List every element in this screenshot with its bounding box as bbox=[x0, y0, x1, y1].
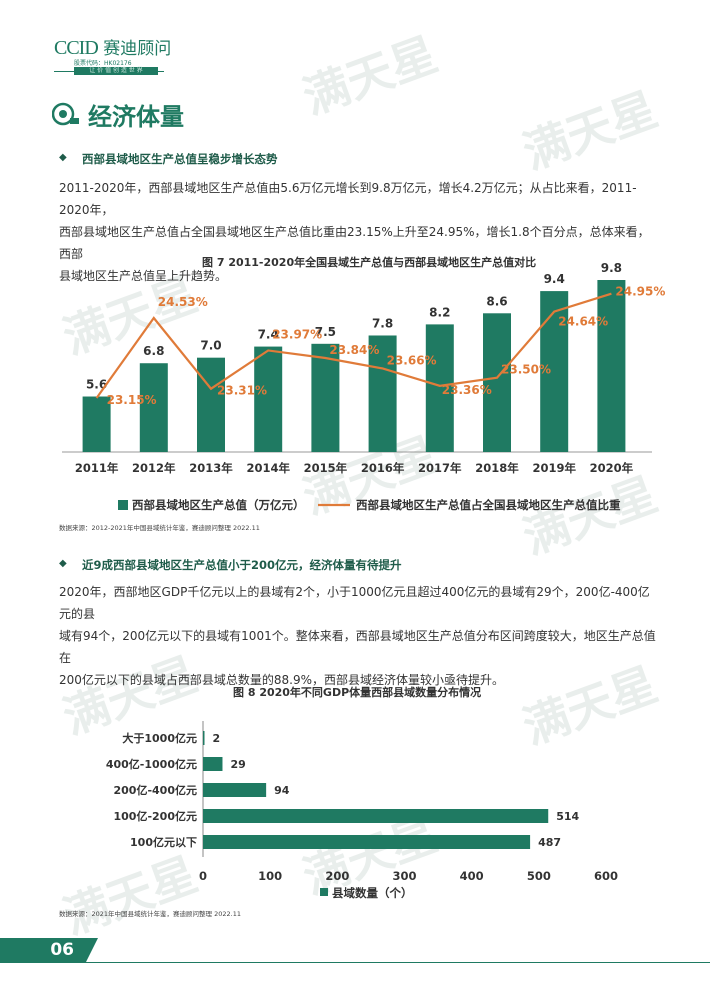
legend-swatch-bar bbox=[320, 888, 328, 896]
line-value-label: 23.31% bbox=[217, 384, 267, 398]
stock-code: 股票代码：HK02176 bbox=[74, 60, 132, 67]
line-value-label: 23.97% bbox=[272, 327, 322, 341]
x-tick-label: 200 bbox=[325, 869, 349, 883]
bar-value-label: 29 bbox=[230, 758, 245, 771]
x-tick-label: 2011年 bbox=[75, 461, 119, 475]
x-tick-label: 2012年 bbox=[132, 461, 176, 475]
gdp-combo-chart: 5.6 2011年 6.8 2012年 7.0 2013年 7.4 2014年 7.5 2015年… bbox=[62, 262, 665, 512]
bar-value-label: 7.8 bbox=[372, 316, 393, 330]
x-tick-label: 2016年 bbox=[361, 461, 405, 475]
section-icon bbox=[52, 102, 79, 126]
x-tick-label: 300 bbox=[392, 869, 416, 883]
x-tick-label: 0 bbox=[199, 869, 207, 883]
bar bbox=[311, 343, 340, 452]
bar-value-label: 8.6 bbox=[486, 294, 507, 308]
paragraph-line: 2011-2020年，西部县域地区生产总值由5.6万亿元增长到9.8万亿元，增长… bbox=[59, 181, 637, 217]
x-tick-label: 2014年 bbox=[246, 461, 290, 475]
y-tick-label: 400亿-1000亿元 bbox=[106, 757, 197, 771]
bar bbox=[203, 835, 531, 849]
watermark: 满天星 bbox=[515, 81, 665, 180]
bar-value-label: 487 bbox=[538, 836, 561, 849]
bar-value-label: 7.5 bbox=[315, 325, 336, 339]
bar bbox=[203, 783, 267, 797]
county-count-bar-chart: 大于1000亿元 2 400亿-1000亿元 29 200亿-400亿元 94 100亿-2… bbox=[106, 721, 618, 900]
x-tick-label: 100 bbox=[258, 869, 282, 883]
diamond-bullet-icon: ◆ bbox=[59, 152, 67, 163]
page-number-tab bbox=[86, 938, 98, 962]
paragraph-line: 西部县域地区生产总值占全国县域地区生产总值比重由23.15%上升至24.95%，… bbox=[59, 225, 650, 261]
bar bbox=[82, 396, 111, 452]
x-tick-label: 600 bbox=[594, 869, 618, 883]
bar bbox=[203, 757, 223, 771]
bar bbox=[597, 280, 626, 452]
bar-value-label: 5.6 bbox=[86, 378, 107, 392]
x-tick-label: 500 bbox=[527, 869, 551, 883]
bar bbox=[254, 346, 283, 452]
logo-tagline: 让 价 值 创 造 世 界 bbox=[74, 67, 158, 75]
line-value-label: 24.64% bbox=[558, 315, 608, 329]
bar-value-label: 8.2 bbox=[429, 305, 450, 319]
y-tick-label: 100亿元以下 bbox=[130, 835, 197, 849]
x-tick-label: 2015年 bbox=[304, 461, 348, 475]
x-tick-label: 2019年 bbox=[532, 461, 576, 475]
subsection-heading: 近9成西部县域地区生产总值小于200亿元，经济体量有待提升 bbox=[82, 558, 402, 572]
footer-rule bbox=[0, 962, 710, 963]
bar-value-label: 7.0 bbox=[200, 339, 221, 353]
line-value-label: 24.53% bbox=[158, 295, 208, 309]
company-logo: CCID 赛迪顾问 bbox=[54, 34, 171, 60]
line-value-label: 23.66% bbox=[387, 353, 437, 367]
share-line bbox=[95, 292, 612, 399]
bar bbox=[203, 731, 205, 745]
y-tick-label: 200亿-400亿元 bbox=[114, 783, 198, 797]
watermark: 满天星 bbox=[295, 26, 445, 125]
legend-label: 西部县域地区生产总值（万亿元） bbox=[132, 498, 305, 512]
bar-value-label: 9.4 bbox=[544, 272, 565, 286]
x-tick-label: 2017年 bbox=[418, 461, 462, 475]
paragraph-line: 域有94个，200亿元以下的县域有1001个。整体来看，西部县域地区生产总值分布… bbox=[59, 629, 656, 665]
line-value-label: 23.50% bbox=[501, 363, 551, 377]
body-paragraph: 2011-2020年，西部县域地区生产总值由5.6万亿元增长到9.8万亿元，增长… bbox=[59, 177, 659, 287]
line-value-label: 23.15% bbox=[107, 393, 157, 407]
x-tick-label: 2018年 bbox=[475, 461, 519, 475]
paragraph-line: 2020年，西部地区GDP千亿元以上的县域有2个，小于1000亿元且超过400亿… bbox=[59, 585, 650, 621]
logo-ccid: CCID bbox=[54, 37, 99, 59]
bar-value-label: 94 bbox=[274, 784, 290, 797]
bar bbox=[540, 291, 569, 452]
legend-swatch-bar bbox=[118, 500, 128, 510]
x-tick-label: 2013年 bbox=[189, 461, 233, 475]
bar bbox=[483, 313, 511, 452]
data-source: 数据来源：2021年中国县域统计年鉴，赛迪顾问整理 2022.11 bbox=[59, 910, 241, 918]
data-source: 数据来源：2012-2021年中国县域统计年鉴，赛迪顾问整理 2022.11 bbox=[59, 524, 260, 532]
subsection-heading: 西部县域地区生产总值呈稳步增长态势 bbox=[82, 152, 278, 166]
legend-label: 西部县域地区生产总值占全国县域地区生产总值比重 bbox=[356, 498, 621, 512]
x-tick-label: 2020年 bbox=[590, 461, 634, 475]
y-tick-label: 大于1000亿元 bbox=[122, 731, 197, 745]
bar-value-label: 6.8 bbox=[143, 344, 164, 358]
legend-label: 县域数量（个） bbox=[332, 886, 413, 900]
line-value-label: 23.36% bbox=[442, 383, 492, 397]
paragraph-line: 县域地区生产总值呈上升趋势。 bbox=[59, 269, 228, 283]
paragraph-line: 200亿元以下的县域占西部县域总数量的88.9%，西部县域经济体量较小亟待提升。 bbox=[59, 673, 505, 687]
bar-value-label: 2 bbox=[213, 732, 221, 745]
bar bbox=[368, 335, 397, 452]
bar-value-label: 7.4 bbox=[258, 328, 279, 342]
diamond-bullet-icon: ◆ bbox=[59, 558, 67, 569]
line-value-label: 24.95% bbox=[615, 285, 665, 299]
x-tick-label: 400 bbox=[460, 869, 484, 883]
bar bbox=[197, 357, 225, 452]
bar-value-label: 9.8 bbox=[601, 262, 622, 275]
bar bbox=[139, 363, 168, 452]
bar bbox=[425, 324, 454, 452]
line-value-label: 23.84% bbox=[329, 343, 379, 357]
section-title: 经济体量 bbox=[88, 103, 184, 131]
y-tick-label: 100亿-200亿元 bbox=[114, 809, 198, 823]
figure-caption: 图 8 2020年不同GDP体量西部县域数量分布情况 bbox=[233, 686, 482, 699]
page-number: 06 bbox=[0, 938, 86, 962]
logo-name: 赛迪顾问 bbox=[103, 39, 172, 59]
bar-value-label: 514 bbox=[556, 810, 579, 823]
figure-caption: 图 7 2011-2020年全国县域生产总值与西部县域地区生产总值对比 bbox=[202, 256, 537, 269]
bar bbox=[203, 809, 549, 823]
body-paragraph: 2020年，西部地区GDP千亿元以上的县域有2个，小于1000亿元且超过400亿… bbox=[59, 581, 659, 691]
